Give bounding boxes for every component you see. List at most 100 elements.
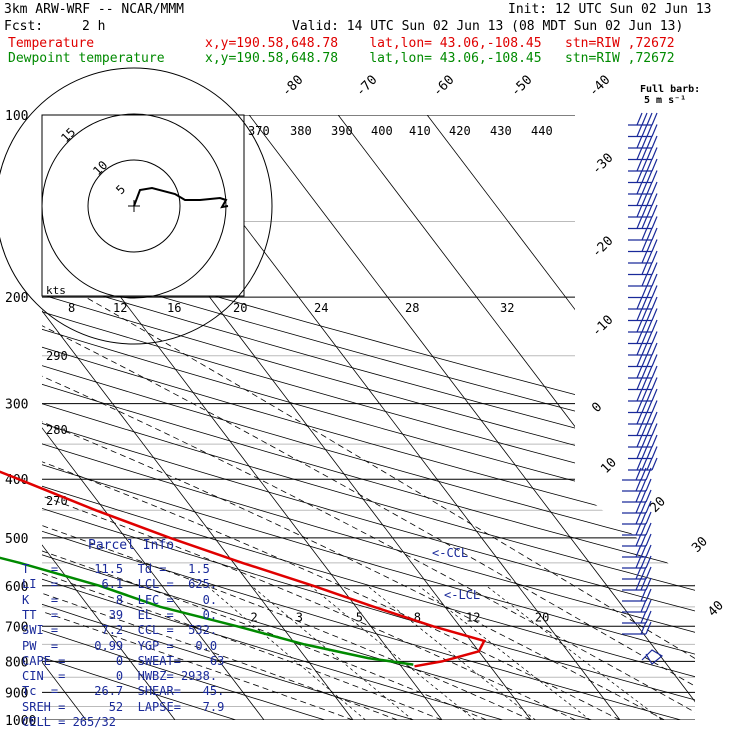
isotherm-label: -40 xyxy=(586,73,613,100)
isotherm-label: -30 xyxy=(589,151,616,178)
mixing-ratio-line xyxy=(367,585,536,720)
pressure-label: 800 xyxy=(5,655,28,670)
wind-barb xyxy=(628,285,658,299)
isotherm-line xyxy=(426,115,695,720)
hodograph-axis-tick: 8 xyxy=(68,301,75,315)
wind-barb xyxy=(628,262,658,276)
theta-label: 380 xyxy=(290,124,312,138)
parcel-info-row: CELL = 265/32 xyxy=(22,715,116,729)
surface-wind-barb xyxy=(641,649,664,665)
wind-barb xyxy=(622,533,652,547)
wind-barb xyxy=(622,467,652,481)
dry-adiabat-line xyxy=(42,115,695,720)
wind-barb xyxy=(628,308,658,322)
wind-barb xyxy=(622,500,652,514)
wind-barb xyxy=(628,434,658,448)
dry-adiabat-line xyxy=(42,115,415,720)
theta-label: 370 xyxy=(248,124,270,138)
wind-barb xyxy=(622,555,652,569)
hodograph-axis-label: kts xyxy=(46,284,66,297)
theta-label: 400 xyxy=(371,124,393,138)
wind-barb xyxy=(628,296,658,310)
ccl-annotation: <-CCL xyxy=(432,546,468,560)
moist-adiabat-line xyxy=(42,509,354,720)
mixing-ratio-label: 20 xyxy=(535,610,549,624)
dry-adiabat-line xyxy=(42,115,695,720)
wind-barb xyxy=(628,273,658,287)
isotherm-line xyxy=(337,115,695,720)
theta-label: 280 xyxy=(46,423,68,437)
hodograph-axis-tick: 28 xyxy=(405,301,419,315)
model-title: 3km ARW-WRF -- NCAR/MMM xyxy=(4,2,185,17)
init-time: Init: 12 UTC Sun 02 Jun 13 xyxy=(508,2,712,17)
mixing-ratio-line xyxy=(486,585,663,720)
theta-label: 440 xyxy=(531,124,553,138)
isotherm-label: 30 xyxy=(689,534,711,556)
wind-barb xyxy=(628,170,658,184)
pressure-label: 1000 xyxy=(5,714,36,729)
wind-barb xyxy=(628,388,658,402)
moist-adiabat-line xyxy=(42,296,621,720)
dry-adiabat-line xyxy=(42,115,695,720)
parcel-info-row: K = 8 LFC = 0. xyxy=(22,592,218,607)
hodograph-trace xyxy=(133,186,229,209)
isotherm-label: -70 xyxy=(353,73,380,100)
isotherm-line xyxy=(42,115,176,720)
temperature-profile xyxy=(0,470,487,668)
isotherm-label: 10 xyxy=(598,455,620,477)
hodograph-axis-tick: 20 xyxy=(233,301,247,315)
mixing-ratio-label: 2 xyxy=(250,610,257,624)
parcel-info-row: TT = 39 EL = 0. xyxy=(22,607,218,622)
isotherm-label: 0 xyxy=(589,400,605,416)
wind-barb xyxy=(628,204,658,218)
wind-barb xyxy=(628,239,658,253)
isotherm-label: -60 xyxy=(430,73,457,100)
pressure-label: 600 xyxy=(5,580,28,595)
mixing-ratio-line xyxy=(206,585,366,720)
parcel-info-row: SWI = 7.2 CCL = 532. xyxy=(22,623,218,638)
isotherm-line xyxy=(42,115,354,720)
temperature-legend: Temperature xyxy=(8,36,95,51)
wind-barb xyxy=(628,250,658,264)
dewpoint-location: x,y=190.58,648.78 lat,lon= 43.06,-108.45… xyxy=(205,51,675,66)
mixing-ratio-label: 12 xyxy=(466,610,480,624)
wind-barb xyxy=(628,446,658,460)
wind-barb xyxy=(628,354,658,368)
pressure-label: 200 xyxy=(5,291,28,306)
dry-adiabat-line xyxy=(42,115,695,720)
dry-adiabat-line xyxy=(42,115,695,720)
moist-adiabat-line xyxy=(42,394,532,720)
wind-barb xyxy=(628,147,658,161)
isotherm-label: -20 xyxy=(589,234,616,261)
hodograph-ring xyxy=(87,159,181,253)
parcel-info-row: LI = 6.1 LCL = 625. xyxy=(22,577,218,592)
isotherm-label: -50 xyxy=(508,73,535,100)
hodograph-axis-tick: 24 xyxy=(314,301,328,315)
forecast-value: 2 h xyxy=(82,19,106,34)
theta-label: 420 xyxy=(449,124,471,138)
moist-adiabat-line xyxy=(42,458,443,720)
isotherm-label: 40 xyxy=(705,598,727,620)
mixing-ratio-label: 3 xyxy=(296,610,303,624)
wind-barb xyxy=(622,577,652,591)
hodograph-axis-tick: 32 xyxy=(500,301,514,315)
wind-barb xyxy=(628,400,658,414)
moist-adiabat-line xyxy=(42,355,576,720)
dry-adiabat-line xyxy=(42,115,695,720)
mixing-ratio-label: 5 xyxy=(356,610,363,624)
wind-barb xyxy=(622,599,652,613)
barb-legend-value: 5 m s⁻¹ xyxy=(644,95,687,106)
wind-barb xyxy=(628,411,658,425)
wind-barb xyxy=(622,511,652,525)
wind-barb xyxy=(628,158,658,172)
isotherm-line xyxy=(248,115,695,720)
theta-label: 430 xyxy=(490,124,512,138)
mixing-ratio-label: 8 xyxy=(414,610,421,624)
dry-adiabat-line xyxy=(42,115,593,720)
temperature-location: x,y=190.58,648.78 lat,lon= 43.06,-108.45… xyxy=(205,36,675,51)
wind-barb xyxy=(622,621,652,635)
hodograph-axis-tick: 16 xyxy=(167,301,181,315)
wind-barb xyxy=(628,124,658,138)
dry-adiabat-line xyxy=(42,115,326,720)
